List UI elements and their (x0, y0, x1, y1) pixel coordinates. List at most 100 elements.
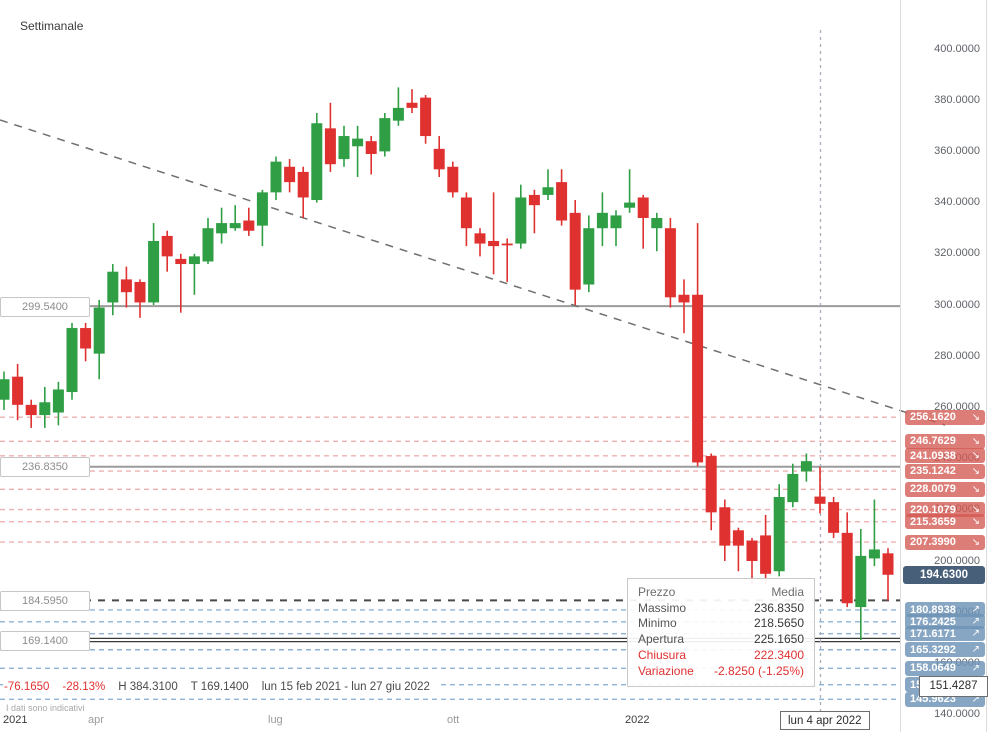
candle-body[interactable] (379, 118, 391, 152)
candle-body[interactable] (256, 192, 268, 226)
candle-body[interactable] (25, 404, 37, 416)
candle-body[interactable] (474, 233, 486, 244)
level-price-text: 171.6171 (910, 627, 956, 640)
candle-body[interactable] (0, 379, 10, 400)
candle-body[interactable] (828, 502, 840, 533)
candle-body[interactable] (297, 171, 309, 198)
candle-body[interactable] (501, 243, 513, 246)
candle-body[interactable] (868, 549, 880, 559)
level-price-text: 241.0938 (910, 449, 956, 462)
resistance-level-label[interactable]: 241.0938 ↘ (905, 448, 985, 464)
candle-body[interactable] (460, 197, 472, 229)
ohlc-tooltip: Prezzo Media Massimo 236.8350 Minimo 218.5650… (627, 578, 815, 688)
level-price-text: 158.0649 (910, 662, 956, 675)
candle-body[interactable] (229, 223, 241, 229)
tooltip-field-value: 225.1650 (753, 632, 804, 647)
candle-body[interactable] (338, 136, 350, 160)
candle-body[interactable] (624, 202, 636, 208)
candle-body[interactable] (488, 241, 500, 247)
price-axis-tick: 360.0000 (934, 144, 980, 157)
level-price-text: 176.2425 (910, 615, 956, 628)
candle-body[interactable] (841, 532, 853, 604)
support-level-label[interactable]: 171.6171 ↗ (905, 626, 985, 642)
candle-body[interactable] (664, 228, 676, 298)
candle-body[interactable] (596, 212, 608, 229)
candle-body[interactable] (93, 307, 105, 354)
candle-body[interactable] (787, 473, 799, 503)
candle-body[interactable] (420, 97, 432, 137)
candle-body[interactable] (542, 187, 554, 195)
candle-body[interactable] (882, 553, 894, 575)
range-high: H 384.3100 (118, 681, 178, 693)
candle-body[interactable] (188, 256, 200, 265)
candle-body[interactable] (52, 389, 64, 413)
range-low: T 169.1400 (190, 681, 249, 693)
candle-body[interactable] (284, 166, 296, 183)
candle-body[interactable] (855, 555, 867, 608)
candle-body[interactable] (583, 228, 595, 285)
candle-body[interactable] (406, 102, 418, 108)
candle-body[interactable] (705, 456, 717, 513)
resistance-level-label[interactable]: 246.7629 ↘ (905, 433, 985, 449)
arrow-down-right-icon: ↘ (971, 504, 980, 516)
tooltip-field-value: 236.8350 (753, 600, 804, 615)
resistance-level-label[interactable]: 215.3659 ↘ (905, 514, 985, 530)
candle-body[interactable] (528, 194, 540, 206)
candle-body[interactable] (243, 220, 255, 231)
candle-body[interactable] (352, 138, 364, 147)
candle-body[interactable] (692, 294, 704, 463)
candle-body[interactable] (569, 212, 581, 290)
candle-body[interactable] (120, 279, 132, 293)
candle-body[interactable] (773, 497, 785, 572)
resistance-level-label[interactable]: 235.1242 ↘ (905, 463, 985, 479)
candle-body[interactable] (433, 148, 445, 170)
candle-body[interactable] (732, 530, 744, 546)
candle-body[interactable] (202, 228, 214, 262)
candle-body[interactable] (392, 107, 404, 121)
tooltip-row: Massimo 236.8350 (638, 601, 804, 617)
support-level-label[interactable]: 165.3292 ↗ (905, 642, 985, 658)
price-axis-tick: 340.0000 (934, 196, 980, 209)
candle-body[interactable] (719, 507, 731, 546)
candle-body[interactable] (39, 402, 51, 416)
candle-body[interactable] (515, 197, 527, 244)
support-level-label[interactable]: 176.2425 ↗ (905, 614, 985, 630)
arrow-up-right-icon: ↗ (971, 662, 980, 674)
candle-body[interactable] (107, 271, 119, 303)
resistance-level-label[interactable]: 228.0079 ↘ (905, 481, 985, 497)
candle-body[interactable] (637, 197, 649, 218)
descending-trendline (0, 119, 946, 426)
candle-body[interactable] (311, 123, 323, 201)
candle-body[interactable] (760, 535, 772, 574)
tooltip-field-label: Variazione (638, 663, 694, 678)
candle-body[interactable] (148, 241, 160, 303)
candle-body[interactable] (12, 376, 24, 405)
candle-body[interactable] (556, 182, 568, 221)
candle-body[interactable] (746, 540, 758, 561)
candle-body[interactable] (216, 223, 228, 234)
candle-body[interactable] (651, 217, 663, 229)
resistance-level-label[interactable]: 256.1620 ↘ (905, 409, 985, 425)
candle-body[interactable] (66, 328, 78, 393)
candle-body[interactable] (134, 281, 146, 303)
resistance-level-label[interactable]: 220.1079 ↘ (905, 502, 985, 518)
candle-body[interactable] (161, 235, 173, 257)
support-level-label[interactable]: 180.8938 ↗ (905, 602, 985, 618)
right-edge-line (986, 0, 987, 732)
support-level-label[interactable]: 158.0649 ↗ (905, 660, 985, 676)
candle-body[interactable] (365, 141, 377, 154)
candle-body[interactable] (175, 258, 187, 265)
tooltip-field-label: Apertura (638, 632, 685, 647)
candle-body[interactable] (324, 128, 336, 165)
price-axis-tick: 140.0000 (934, 708, 980, 721)
candle-body[interactable] (270, 161, 282, 193)
info-bar: -76.1650 -28.13% H 384.3100 T 169.1400 l… (3, 680, 438, 695)
candle-body[interactable] (678, 294, 690, 303)
candle-body[interactable] (610, 215, 622, 229)
candle-body[interactable] (814, 496, 826, 504)
resistance-level-label[interactable]: 207.3990 ↘ (905, 534, 985, 550)
candle-body[interactable] (447, 166, 459, 193)
candle-body[interactable] (800, 461, 812, 472)
candle-body[interactable] (80, 328, 92, 349)
